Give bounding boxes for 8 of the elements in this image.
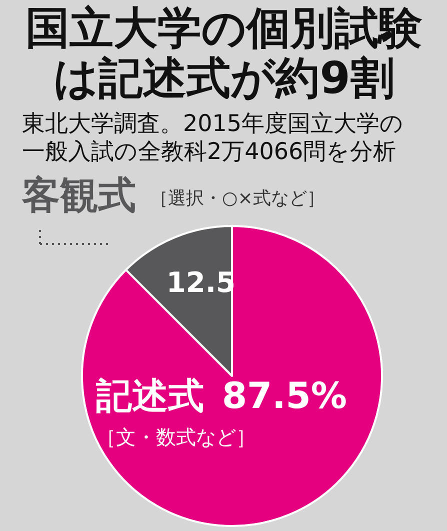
- data-label: 87.5%: [222, 376, 347, 417]
- text: ［文・数式など］: [96, 425, 256, 449]
- text: ［選択・○×式など］: [150, 188, 325, 209]
- chart-title: 国立大学の個別試験は記述式が約9割: [24, 3, 424, 104]
- pie-slice: [81, 225, 383, 527]
- slice-label: 記述式: [95, 376, 204, 417]
- slice-label: 客観式: [21, 173, 136, 217]
- chart-subtitle: 東北大学調査。2015年度国立大学の一般入試の全教科2万4066問を分析: [22, 110, 405, 166]
